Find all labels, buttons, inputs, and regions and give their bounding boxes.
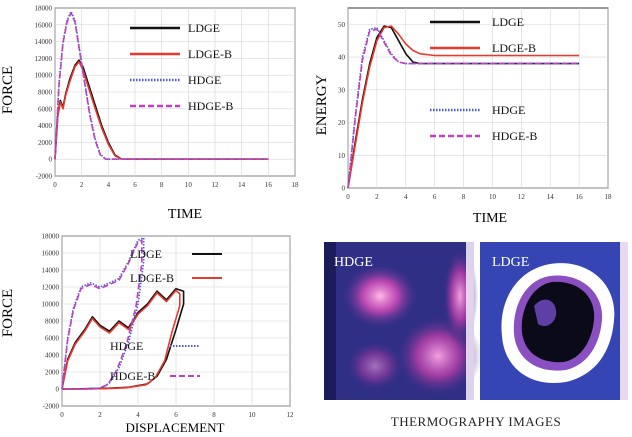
- thermography-panel: HDGE LDGE THERMOGRAPHY IMAGES: [324, 242, 628, 429]
- x-tick-label: 6: [133, 181, 137, 189]
- series-line-hdge-b: [61, 239, 143, 390]
- hdge-image-label: HDGE: [334, 255, 373, 270]
- y-tick-label: 0: [49, 156, 53, 164]
- legend-label: HDGE: [110, 339, 143, 353]
- y-tick-label: 18000: [35, 5, 53, 13]
- legend-label: HDGE: [492, 103, 525, 117]
- y-tick-label: 10000: [35, 72, 53, 80]
- legend-label: HDGE-B: [188, 99, 233, 113]
- x-tick-label: 2: [80, 181, 84, 189]
- y-tick-label: 0: [342, 185, 346, 193]
- x-tick-label: 0: [346, 193, 350, 201]
- y-tick-label: 30: [338, 86, 346, 94]
- y-tick-label: 10000: [42, 301, 60, 309]
- legend-label: HDGE-B: [110, 369, 155, 383]
- y-tick-label: 16000: [35, 21, 53, 29]
- energy-time-chart: ENERGY TIME 0 2 4 6 8 10 12 14 16 18 0 10 20 30 40 50 LD…: [314, 7, 613, 226]
- force-time-chart: FORCE TIME 0 2 4 6 8 10 12 14 16 18-2000020004000…: [0, 5, 300, 223]
- legend-label: LDGE-B: [492, 41, 536, 55]
- legend-label: LDGE: [492, 15, 524, 29]
- y-tick-label: 12000: [35, 55, 53, 63]
- x-tick-label: 6: [174, 411, 178, 419]
- y-axis-label: ENERGY: [314, 74, 330, 135]
- y-tick-label: 2000: [45, 369, 60, 377]
- series-line-hdge-b: [347, 28, 580, 189]
- x-tick-label: 12: [287, 411, 295, 419]
- x-tick-label: 10: [249, 411, 257, 419]
- x-tick-label: 2: [375, 193, 379, 201]
- ldge-thermal-image: LDGE: [480, 242, 628, 400]
- x-tick-label: 2: [98, 411, 102, 419]
- x-tick-label: 0: [53, 181, 57, 189]
- y-tick-label: 4000: [38, 122, 53, 130]
- x-tick-label: 12: [518, 193, 526, 201]
- x-axis-label: TIME: [168, 207, 202, 222]
- x-tick-label: 10: [185, 181, 193, 189]
- y-tick-label: 14000: [35, 38, 53, 46]
- y-axis-label: FORCE: [0, 289, 16, 337]
- y-tick-label: 8000: [38, 89, 53, 97]
- y-tick-label: 2000: [38, 139, 53, 147]
- x-tick-label: 4: [404, 193, 408, 201]
- legend-label: LDGE-B: [188, 47, 232, 61]
- legend-label: HDGE: [188, 73, 221, 87]
- x-tick-label: 14: [238, 181, 246, 189]
- plot-area: [347, 7, 609, 189]
- y-tick-label: 18000: [42, 233, 60, 241]
- y-tick-label: 12000: [42, 284, 60, 292]
- x-tick-label: 18: [605, 193, 613, 201]
- legend-label: LDGE-B: [130, 271, 174, 285]
- y-tick-label: 0: [56, 386, 60, 394]
- x-tick-label: 12: [212, 181, 220, 189]
- force-displacement-chart: FORCE DISPLACEMENT 0 2 4 6 8 10 12-20000200040…: [0, 233, 295, 436]
- hdge-thermal-image: HDGE: [324, 242, 482, 400]
- x-axis-label: DISPLACEMENT: [126, 420, 225, 435]
- ldge-image-label: LDGE: [492, 255, 529, 270]
- x-tick-label: 16: [265, 181, 273, 189]
- x-tick-label: 4: [107, 181, 111, 189]
- x-tick-label: 8: [212, 411, 216, 419]
- x-tick-label: 8: [160, 181, 164, 189]
- legend-label: LDGE: [188, 21, 220, 35]
- y-tick-label: 4000: [45, 352, 60, 360]
- y-tick-label: 8000: [45, 318, 60, 326]
- x-tick-label: 8: [462, 193, 466, 201]
- series-line-hdge-b: [54, 12, 269, 160]
- x-axis-label: TIME: [473, 211, 507, 226]
- y-tick-label: 40: [338, 54, 346, 62]
- x-tick-label: 6: [433, 193, 437, 201]
- x-tick-label: 10: [489, 193, 497, 201]
- y-tick-label: 14000: [42, 267, 60, 275]
- y-tick-label: 16000: [42, 250, 60, 258]
- legend-label: HDGE-B: [492, 129, 537, 143]
- y-tick-label: -2000: [43, 403, 60, 411]
- x-tick-label: 14: [547, 193, 555, 201]
- thermography-caption: THERMOGRAPHY IMAGES: [391, 414, 561, 429]
- y-tick-label: -2000: [36, 173, 53, 181]
- x-tick-label: 0: [60, 411, 64, 419]
- x-tick-label: 18: [292, 181, 300, 189]
- y-tick-label: 6000: [38, 105, 53, 113]
- y-tick-label: 50: [338, 21, 346, 29]
- legend-label: LDGE: [130, 247, 162, 261]
- y-axis-label: FORCE: [0, 66, 16, 114]
- series-line-ldge-b: [347, 25, 580, 189]
- series-line-ldge-b: [61, 289, 181, 390]
- y-tick-label: 20: [338, 119, 346, 127]
- y-tick-label: 10: [338, 152, 346, 160]
- x-tick-label: 4: [136, 411, 140, 419]
- x-tick-label: 16: [576, 193, 584, 201]
- y-tick-label: 6000: [45, 335, 60, 343]
